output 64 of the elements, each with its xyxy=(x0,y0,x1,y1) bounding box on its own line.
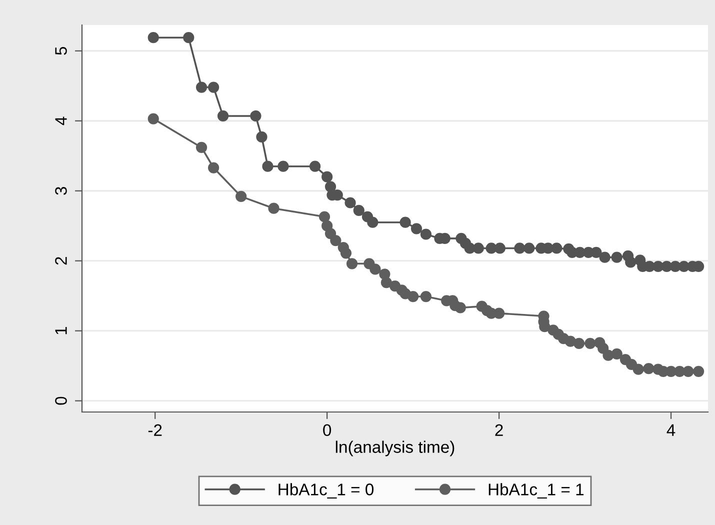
point xyxy=(472,242,484,254)
point xyxy=(148,113,159,124)
point xyxy=(408,290,419,302)
point xyxy=(250,110,262,122)
point xyxy=(256,131,268,143)
point xyxy=(573,338,585,349)
point xyxy=(410,223,422,234)
point xyxy=(599,252,610,263)
point xyxy=(611,252,622,263)
x-tick-label: 2 xyxy=(495,424,503,436)
point xyxy=(346,258,358,270)
point xyxy=(344,197,356,208)
point xyxy=(643,363,654,374)
point xyxy=(262,160,274,172)
y-tick-label: 2 xyxy=(55,257,67,265)
y-tick-label: 5 xyxy=(55,46,67,55)
point xyxy=(584,338,596,349)
point xyxy=(148,32,159,44)
y-tick-label: 1 xyxy=(55,327,67,334)
point xyxy=(494,242,506,254)
point xyxy=(208,162,220,174)
point xyxy=(318,211,330,222)
point xyxy=(551,242,562,254)
point xyxy=(420,290,432,302)
point xyxy=(353,204,364,216)
point xyxy=(183,32,194,44)
x-tick-label: -2 xyxy=(148,424,162,436)
point xyxy=(682,366,694,377)
point xyxy=(420,228,432,240)
point xyxy=(217,110,229,122)
point xyxy=(602,350,614,361)
point xyxy=(340,248,352,259)
point xyxy=(367,216,378,228)
point xyxy=(278,160,289,172)
point xyxy=(454,302,466,314)
point xyxy=(268,202,280,214)
point xyxy=(322,171,333,182)
y-tick-label: 4 xyxy=(55,116,67,126)
point xyxy=(324,228,336,240)
point xyxy=(524,242,535,254)
point xyxy=(611,348,622,360)
point xyxy=(632,364,644,375)
point xyxy=(625,256,636,268)
point xyxy=(661,260,672,272)
point xyxy=(208,82,220,93)
point xyxy=(196,142,208,154)
point xyxy=(564,336,576,347)
y-tick-label: 3 xyxy=(55,186,67,195)
legend-label: HbA1c_1 = 0 xyxy=(278,483,374,499)
point xyxy=(514,242,526,254)
x-tick-label: 4 xyxy=(666,424,676,436)
point xyxy=(236,190,247,202)
point xyxy=(692,366,704,377)
y-tick-label: 0 xyxy=(55,396,67,405)
point xyxy=(380,276,392,288)
legend-label: HbA1c_1 = 1 xyxy=(488,483,584,499)
point xyxy=(196,82,208,93)
x-tick-label: 0 xyxy=(323,424,332,436)
point xyxy=(590,246,602,258)
point xyxy=(309,160,321,172)
point xyxy=(400,216,411,228)
x-axis-title: ln(analysis time) xyxy=(336,440,454,456)
point xyxy=(370,264,381,275)
point xyxy=(330,234,342,246)
